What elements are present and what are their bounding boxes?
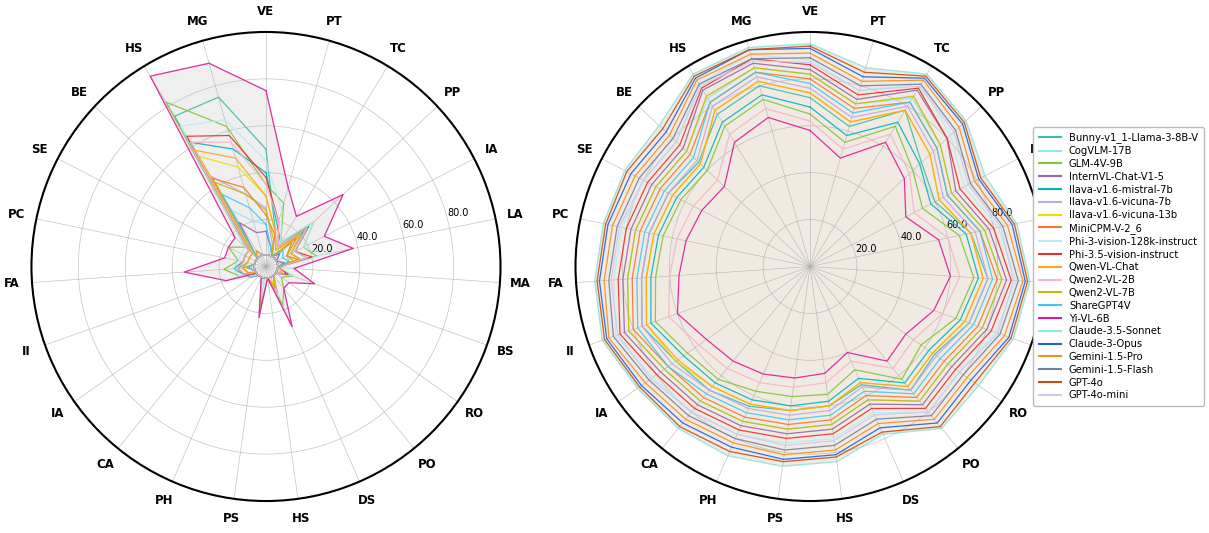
Polygon shape (150, 63, 353, 327)
Legend: Bunny-v1_1-Llama-3-8B-V, CogVLM-17B, GLM-4V-9B, InternVL-Chat-V1-5, llava-v1.6-m: Bunny-v1_1-Llama-3-8B-V, CogVLM-17B, GLM… (1032, 127, 1204, 406)
Polygon shape (595, 44, 1030, 466)
